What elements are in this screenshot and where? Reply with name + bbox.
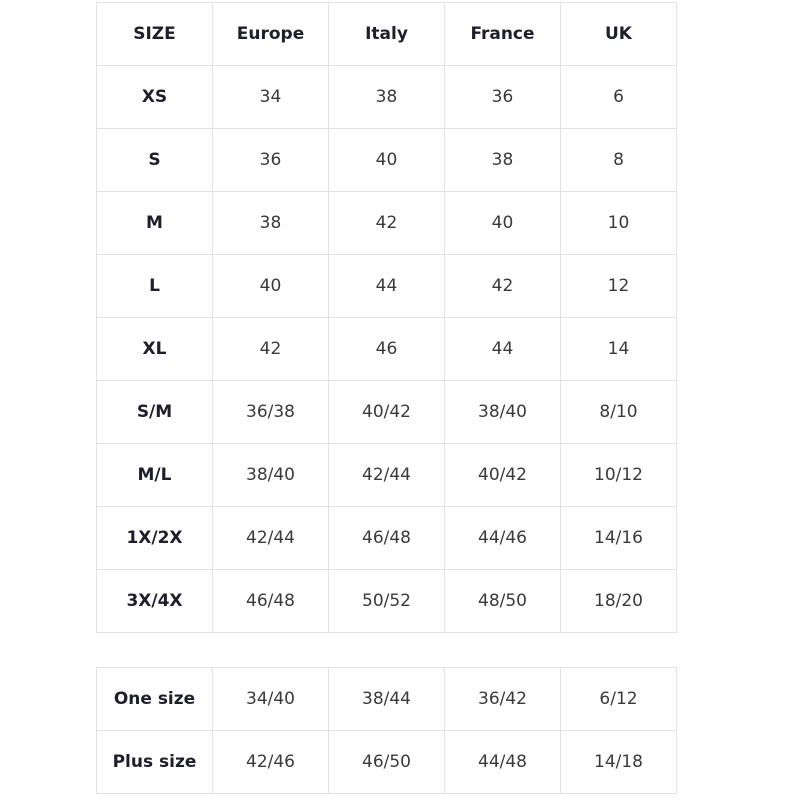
size-value-cell: 36/38 bbox=[212, 380, 329, 444]
size-value-cell: 44/48 bbox=[444, 730, 561, 794]
size-value-cell: 42/44 bbox=[212, 506, 329, 570]
special-size-table: One size 34/40 38/44 36/42 6/12 Plus size 42/4… bbox=[96, 667, 677, 794]
size-value-cell: 18/20 bbox=[560, 569, 677, 633]
size-value-cell: 34 bbox=[212, 65, 329, 129]
table-row: 1X/2X 42/44 46/48 44/46 14/16 bbox=[96, 506, 677, 570]
table-row: One size 34/40 38/44 36/42 6/12 bbox=[96, 667, 677, 731]
size-value-cell: 46/48 bbox=[212, 569, 329, 633]
size-label-cell: L bbox=[96, 254, 213, 318]
header-row: SIZE Europe Italy France UK bbox=[96, 2, 677, 66]
size-value-cell: 46 bbox=[328, 317, 445, 381]
size-value-cell: 42/44 bbox=[328, 443, 445, 507]
table-row: S/M 36/38 40/42 38/40 8/10 bbox=[96, 380, 677, 444]
size-label-cell: 1X/2X bbox=[96, 506, 213, 570]
table-row: M 38 42 40 10 bbox=[96, 191, 677, 255]
size-value-cell: 14 bbox=[560, 317, 677, 381]
column-header: SIZE bbox=[96, 2, 213, 66]
column-header: France bbox=[444, 2, 561, 66]
size-value-cell: 36/42 bbox=[444, 667, 561, 731]
size-value-cell: 38/44 bbox=[328, 667, 445, 731]
size-value-cell: 40/42 bbox=[444, 443, 561, 507]
size-value-cell: 42 bbox=[444, 254, 561, 318]
size-value-cell: 46/48 bbox=[328, 506, 445, 570]
size-value-cell: 12 bbox=[560, 254, 677, 318]
size-value-cell: 42 bbox=[328, 191, 445, 255]
size-value-cell: 6 bbox=[560, 65, 677, 129]
size-value-cell: 8/10 bbox=[560, 380, 677, 444]
size-value-cell: 36 bbox=[212, 128, 329, 192]
size-value-cell: 34/40 bbox=[212, 667, 329, 731]
size-value-cell: 40 bbox=[212, 254, 329, 318]
size-value-cell: 8 bbox=[560, 128, 677, 192]
size-value-cell: 38/40 bbox=[212, 443, 329, 507]
size-value-cell: 10/12 bbox=[560, 443, 677, 507]
size-value-cell: 44/46 bbox=[444, 506, 561, 570]
size-label-cell: XL bbox=[96, 317, 213, 381]
column-header: Europe bbox=[212, 2, 329, 66]
table-row: Plus size 42/46 46/50 44/48 14/18 bbox=[96, 730, 677, 794]
size-value-cell: 14/18 bbox=[560, 730, 677, 794]
size-label-cell: XS bbox=[96, 65, 213, 129]
column-header: Italy bbox=[328, 2, 445, 66]
size-value-cell: 48/50 bbox=[444, 569, 561, 633]
table-row: XL 42 46 44 14 bbox=[96, 317, 677, 381]
table-row: M/L 38/40 42/44 40/42 10/12 bbox=[96, 443, 677, 507]
size-value-cell: 46/50 bbox=[328, 730, 445, 794]
size-chart-table: SIZE Europe Italy France UK XS 34 38 36 6 S 36 40 38 8… bbox=[96, 2, 677, 633]
size-value-cell: 40 bbox=[444, 191, 561, 255]
size-label-cell: M bbox=[96, 191, 213, 255]
size-value-cell: 44 bbox=[444, 317, 561, 381]
size-value-cell: 6/12 bbox=[560, 667, 677, 731]
size-label-cell: S bbox=[96, 128, 213, 192]
table-row: S 36 40 38 8 bbox=[96, 128, 677, 192]
size-label-cell: 3X/4X bbox=[96, 569, 213, 633]
size-value-cell: 38/40 bbox=[444, 380, 561, 444]
size-value-cell: 38 bbox=[444, 128, 561, 192]
size-value-cell: 44 bbox=[328, 254, 445, 318]
size-value-cell: 10 bbox=[560, 191, 677, 255]
size-value-cell: 38 bbox=[328, 65, 445, 129]
size-value-cell: 50/52 bbox=[328, 569, 445, 633]
table-row: XS 34 38 36 6 bbox=[96, 65, 677, 129]
size-value-cell: 14/16 bbox=[560, 506, 677, 570]
size-value-cell: 38 bbox=[212, 191, 329, 255]
size-value-cell: 42/46 bbox=[212, 730, 329, 794]
size-value-cell: 36 bbox=[444, 65, 561, 129]
size-value-cell: 40 bbox=[328, 128, 445, 192]
table-row: L 40 44 42 12 bbox=[96, 254, 677, 318]
size-label-cell: One size bbox=[96, 667, 213, 731]
column-header: UK bbox=[560, 2, 677, 66]
size-value-cell: 40/42 bbox=[328, 380, 445, 444]
size-label-cell: Plus size bbox=[96, 730, 213, 794]
size-value-cell: 42 bbox=[212, 317, 329, 381]
table-row: 3X/4X 46/48 50/52 48/50 18/20 bbox=[96, 569, 677, 633]
size-label-cell: M/L bbox=[96, 443, 213, 507]
size-label-cell: S/M bbox=[96, 380, 213, 444]
